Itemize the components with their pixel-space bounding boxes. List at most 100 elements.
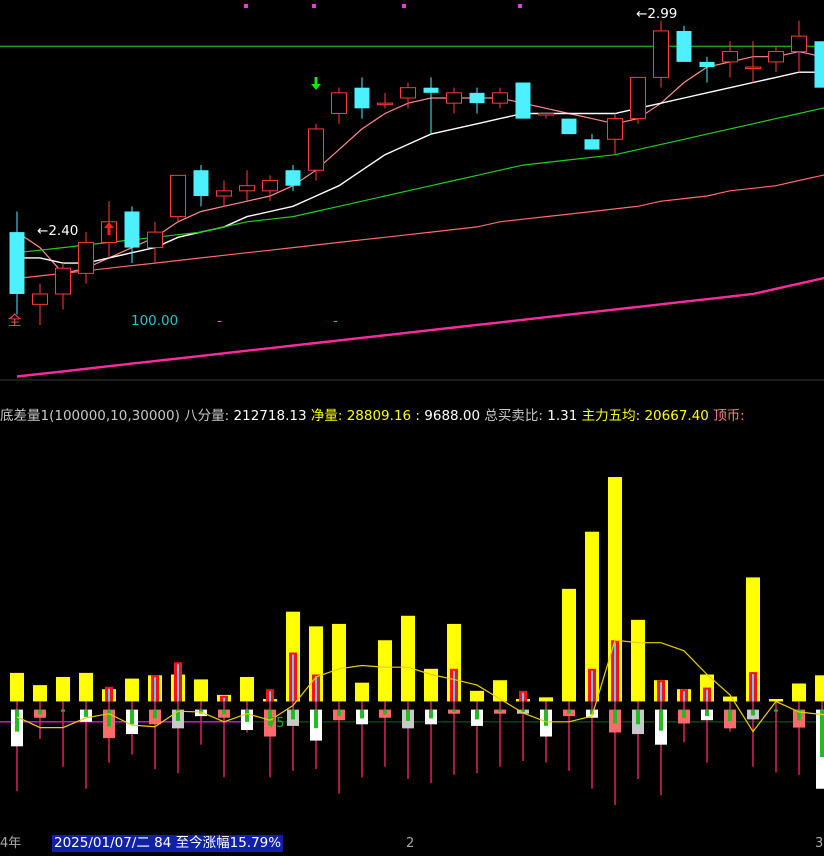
candle-body (700, 62, 715, 67)
negative-bar-core (383, 710, 387, 715)
negative-bar-core (613, 710, 617, 724)
volume-bar[interactable] (56, 677, 70, 701)
negative-bar-core (774, 710, 778, 712)
high-price-label: ←2.99 (636, 6, 677, 22)
mode-label: 全 (8, 313, 22, 329)
candle-body (378, 103, 393, 105)
volume-bar[interactable] (10, 673, 24, 702)
candle[interactable] (631, 77, 646, 123)
negative-bar-core (452, 710, 456, 712)
level-label: 75 (268, 716, 285, 732)
volume-bar[interactable] (539, 697, 553, 701)
candle[interactable] (378, 93, 393, 108)
candle[interactable] (562, 119, 577, 134)
candle[interactable] (401, 83, 416, 109)
negative-bar-core (314, 710, 318, 729)
candle-body (470, 93, 485, 103)
volume-bar[interactable] (424, 669, 438, 702)
volume-bar[interactable] (631, 620, 645, 702)
negative-bar-core (84, 710, 88, 717)
candle[interactable] (332, 88, 347, 124)
negative-bar-core (820, 710, 824, 757)
ratio-value: 1.31 (547, 408, 577, 424)
candle[interactable] (677, 26, 692, 62)
candle[interactable] (194, 165, 209, 206)
volume-bar[interactable] (33, 685, 47, 701)
indicator-name[interactable]: 底差量1(100000,10,30000) (0, 408, 180, 424)
low-price-value: 2.40 (48, 223, 78, 239)
candle[interactable] (424, 77, 439, 134)
candle-body (355, 88, 370, 109)
candle-body (286, 170, 301, 185)
candle[interactable] (240, 170, 255, 201)
candle-body (608, 119, 623, 140)
candle[interactable] (769, 46, 784, 72)
candle-body (562, 119, 577, 134)
candle-body (194, 170, 209, 196)
top-marker-2 (402, 4, 406, 8)
candle[interactable] (286, 165, 301, 191)
volume-bar[interactable] (470, 691, 484, 702)
axis-month-label-2: 3 (815, 835, 823, 852)
candle[interactable] (309, 124, 324, 181)
volume-bar[interactable] (79, 673, 93, 702)
candle[interactable] (33, 284, 48, 325)
candle-body (792, 36, 807, 51)
volume-bar[interactable] (815, 675, 824, 701)
candle[interactable] (493, 88, 508, 109)
candle-body (217, 191, 232, 196)
candle-body (148, 232, 163, 247)
candle[interactable] (10, 211, 25, 314)
volume-bar[interactable] (240, 677, 254, 701)
indicator-layer (0, 477, 824, 805)
volume-bar[interactable] (723, 697, 737, 702)
jing-label: 净量: (311, 408, 343, 424)
volume-bar[interactable] (332, 624, 346, 702)
candle-body (332, 93, 347, 114)
candle[interactable] (815, 41, 824, 87)
volume-bar[interactable] (125, 679, 139, 702)
candle[interactable] (355, 77, 370, 118)
candle[interactable] (608, 113, 623, 154)
negative-bar-core (728, 710, 732, 721)
candle[interactable] (516, 83, 531, 119)
candle-body (240, 186, 255, 191)
negative-bar-core (337, 710, 341, 716)
negative-bar-core (682, 710, 686, 718)
candle[interactable] (792, 21, 807, 73)
candle-body (769, 52, 784, 62)
candle[interactable] (217, 181, 232, 207)
candle[interactable] (539, 113, 554, 118)
candle[interactable] (148, 222, 163, 263)
candle[interactable] (585, 134, 600, 149)
date-info-box[interactable]: 2025/01/07/二 84 至今涨幅15.79% (52, 835, 283, 852)
volume-bar[interactable] (194, 679, 208, 701)
negative-bar-core (360, 710, 364, 719)
low-price-label: ←2.40 (37, 223, 78, 239)
candle-body (263, 181, 278, 191)
dash-label-2: - (333, 313, 338, 329)
candle[interactable] (447, 88, 462, 114)
bafen-value: 212718.13 (234, 408, 307, 424)
candle[interactable] (79, 232, 94, 284)
volume-bar[interactable] (562, 589, 576, 702)
candle[interactable] (171, 175, 186, 221)
candles[interactable] (10, 21, 824, 325)
negative-bar-core (659, 710, 663, 731)
negative-bar-core (475, 710, 479, 720)
volume-bar[interactable] (493, 680, 507, 701)
candle[interactable] (746, 41, 761, 82)
candle[interactable] (654, 21, 669, 88)
negative-bar-core (107, 710, 111, 727)
negative-bar-core (429, 710, 433, 719)
volume-bar[interactable] (401, 616, 415, 702)
candle[interactable] (56, 263, 71, 309)
candle[interactable] (700, 57, 715, 83)
volume-bar[interactable] (792, 683, 806, 701)
volume-bar[interactable] (355, 683, 369, 702)
volume-bar[interactable] (378, 640, 392, 701)
negative-bar-core (130, 710, 134, 725)
candle[interactable] (470, 88, 485, 114)
dash-label-1: - (217, 313, 222, 329)
